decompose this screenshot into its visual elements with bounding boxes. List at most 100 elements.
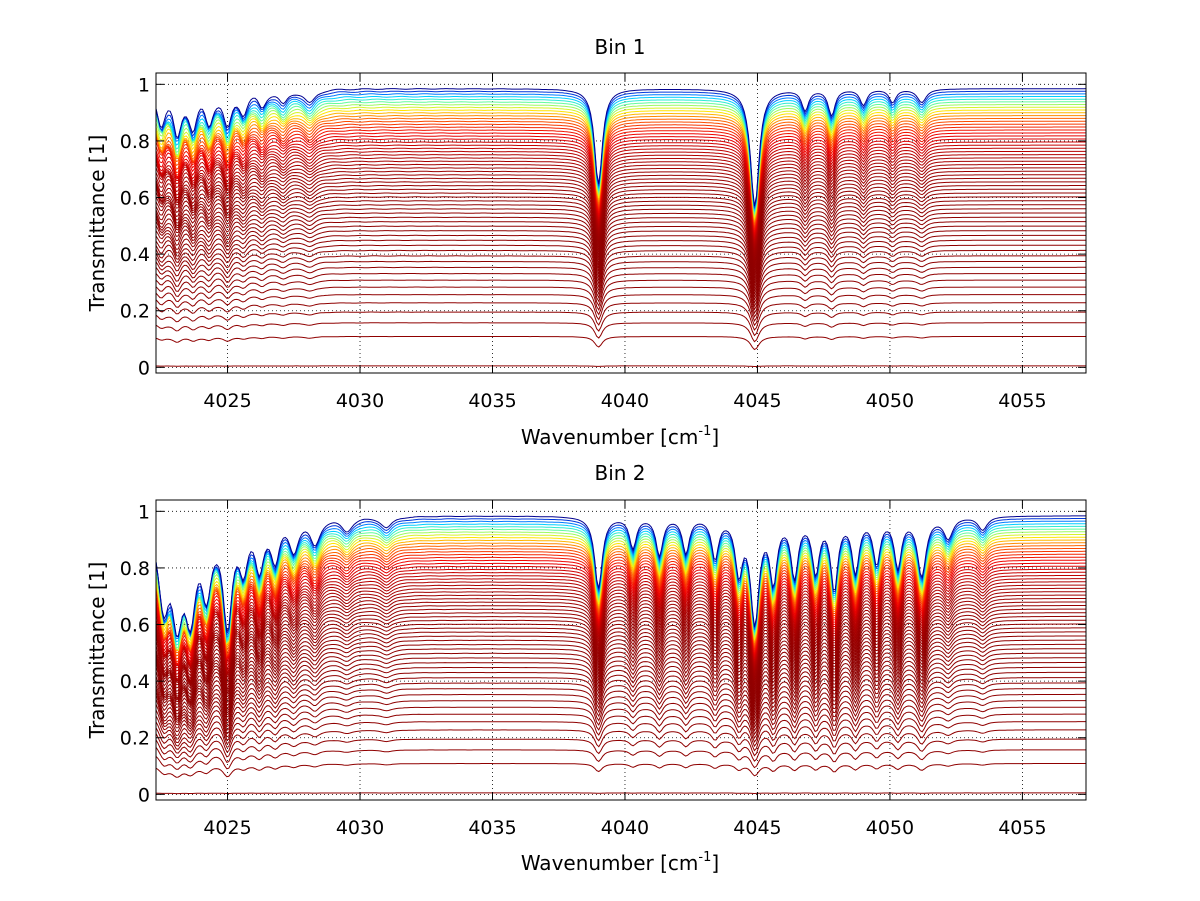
spectrum-line	[155, 539, 1086, 651]
spectrum-line	[155, 619, 1086, 699]
x-axis-label: Wavenumber [cm-1]	[521, 850, 719, 875]
x-tick-label: 4035	[468, 817, 516, 839]
spectrum-line	[155, 177, 1086, 259]
spectrum-line	[155, 126, 1086, 229]
x-axis-label-main: Wavenumber [cm	[521, 425, 699, 449]
spectrum-line	[155, 141, 1086, 238]
spectrum-line	[156, 365, 1086, 367]
spectrum-line	[155, 150, 1086, 243]
spectrum-line	[155, 266, 1086, 311]
spectrum-line	[155, 525, 1086, 646]
spectrum-line	[155, 536, 1086, 652]
ticks: 4025 4030 4035 4040 4045 4050 4055 0 0.2 0.4 0.6 0.…	[120, 73, 1086, 412]
spectrum-line	[155, 135, 1086, 234]
y-tick-label: 0	[138, 784, 150, 806]
spectrum-line	[155, 138, 1086, 236]
spectrum-line	[155, 117, 1086, 224]
chart-bin-1: Bin 1 4025 4030 4035 4040 4045 4050 4055 0 0.2 0.…	[85, 35, 1087, 449]
y-tick-label: 1	[138, 501, 150, 523]
spectrum-line	[155, 671, 1086, 726]
spectrum-line	[155, 738, 1086, 764]
spectrum-line	[155, 584, 1086, 680]
spectrum-line	[155, 170, 1086, 255]
spectrum-line	[155, 260, 1086, 308]
spectrum-line	[155, 601, 1086, 686]
spectrum-line	[155, 587, 1086, 681]
spectrum-line	[155, 93, 1086, 210]
spectrum-line	[155, 562, 1086, 666]
spectrum-line	[155, 294, 1086, 327]
spectrum-line	[155, 534, 1086, 652]
spectrum-line	[155, 523, 1086, 643]
x-tick-label: 4050	[866, 817, 914, 839]
spectrum-line	[155, 556, 1086, 665]
spectrum-line	[155, 515, 1086, 638]
y-axis-label: Transmittance [1]	[85, 135, 109, 313]
chart-title: Bin 2	[594, 461, 645, 485]
spectrum-line	[155, 154, 1086, 245]
spectrum-line	[155, 763, 1086, 778]
spectrum-line	[155, 181, 1086, 261]
spectrum-line	[155, 225, 1086, 288]
spectrum-line	[155, 581, 1086, 678]
spectrum-line	[155, 571, 1086, 669]
spectrum-line	[155, 639, 1086, 709]
plot-area	[156, 73, 1086, 373]
x-axis-label-superscript: -1	[698, 424, 711, 439]
spectrum-line	[155, 635, 1086, 705]
spectrum-line	[155, 578, 1086, 675]
spectrum-line	[155, 550, 1086, 660]
spectrum-line	[155, 302, 1086, 331]
spectrum-line	[155, 531, 1086, 651]
y-tick-label: 0.4	[120, 671, 150, 693]
y-tick-label: 0.6	[120, 615, 150, 637]
spectrum-line	[155, 615, 1086, 697]
spectrum-line	[155, 693, 1086, 740]
spectrum-line	[155, 216, 1086, 283]
spectrum-line	[155, 249, 1086, 302]
spectrum-line	[155, 520, 1086, 640]
spectrum-line	[155, 239, 1086, 296]
axes-box	[155, 72, 1087, 374]
y-tick-label: 0.6	[120, 188, 150, 210]
y-tick-label: 0.2	[120, 728, 150, 750]
spectrum-line	[155, 167, 1086, 253]
spectrum-line	[155, 677, 1086, 729]
spectrum-line	[155, 518, 1086, 638]
spectrum-line	[155, 196, 1086, 269]
y-tick-label: 0.8	[120, 131, 150, 153]
spectrum-line	[155, 559, 1086, 666]
x-tick-label: 4055	[998, 390, 1046, 412]
spectrum-line	[155, 163, 1086, 251]
spectrum-line	[155, 662, 1086, 722]
ticks: 4025 4030 4035 4040 4045 4050 4055 0 0.2 0.4 0.6 0.…	[120, 500, 1086, 839]
spectrum-line	[155, 273, 1086, 315]
x-tick-label: 4045	[733, 390, 781, 412]
spectrum-line	[155, 120, 1086, 226]
spectrum-line	[155, 123, 1086, 227]
spectrum-line	[155, 174, 1086, 257]
spectrum-line	[155, 721, 1086, 754]
spectrum-line	[155, 200, 1086, 272]
y-tick-label: 0	[138, 357, 150, 379]
spectrum-line	[155, 104, 1086, 216]
chart-bin-2: Bin 2 4025 4030 4035 4040 4045 4050 4055 0 0.2 0.…	[85, 461, 1087, 875]
spectrum-line	[155, 528, 1086, 649]
spectrum-line	[155, 255, 1086, 305]
x-tick-label: 4055	[998, 817, 1046, 839]
spectrum-line	[155, 279, 1086, 319]
spectrum-line	[155, 682, 1086, 733]
spectrum-line	[155, 132, 1086, 232]
spectrum-line	[155, 188, 1086, 265]
spectrum-line	[155, 234, 1086, 293]
spectrum-line	[155, 623, 1086, 700]
spectrum-line	[155, 115, 1086, 222]
x-tick-label: 4040	[601, 390, 649, 412]
spectrum-line	[155, 594, 1086, 683]
spectrum-line	[155, 652, 1086, 717]
spectrum-line	[155, 598, 1086, 684]
spectrum-line	[155, 88, 1087, 207]
y-tick-label: 0.4	[120, 244, 150, 266]
grid	[156, 73, 1086, 373]
